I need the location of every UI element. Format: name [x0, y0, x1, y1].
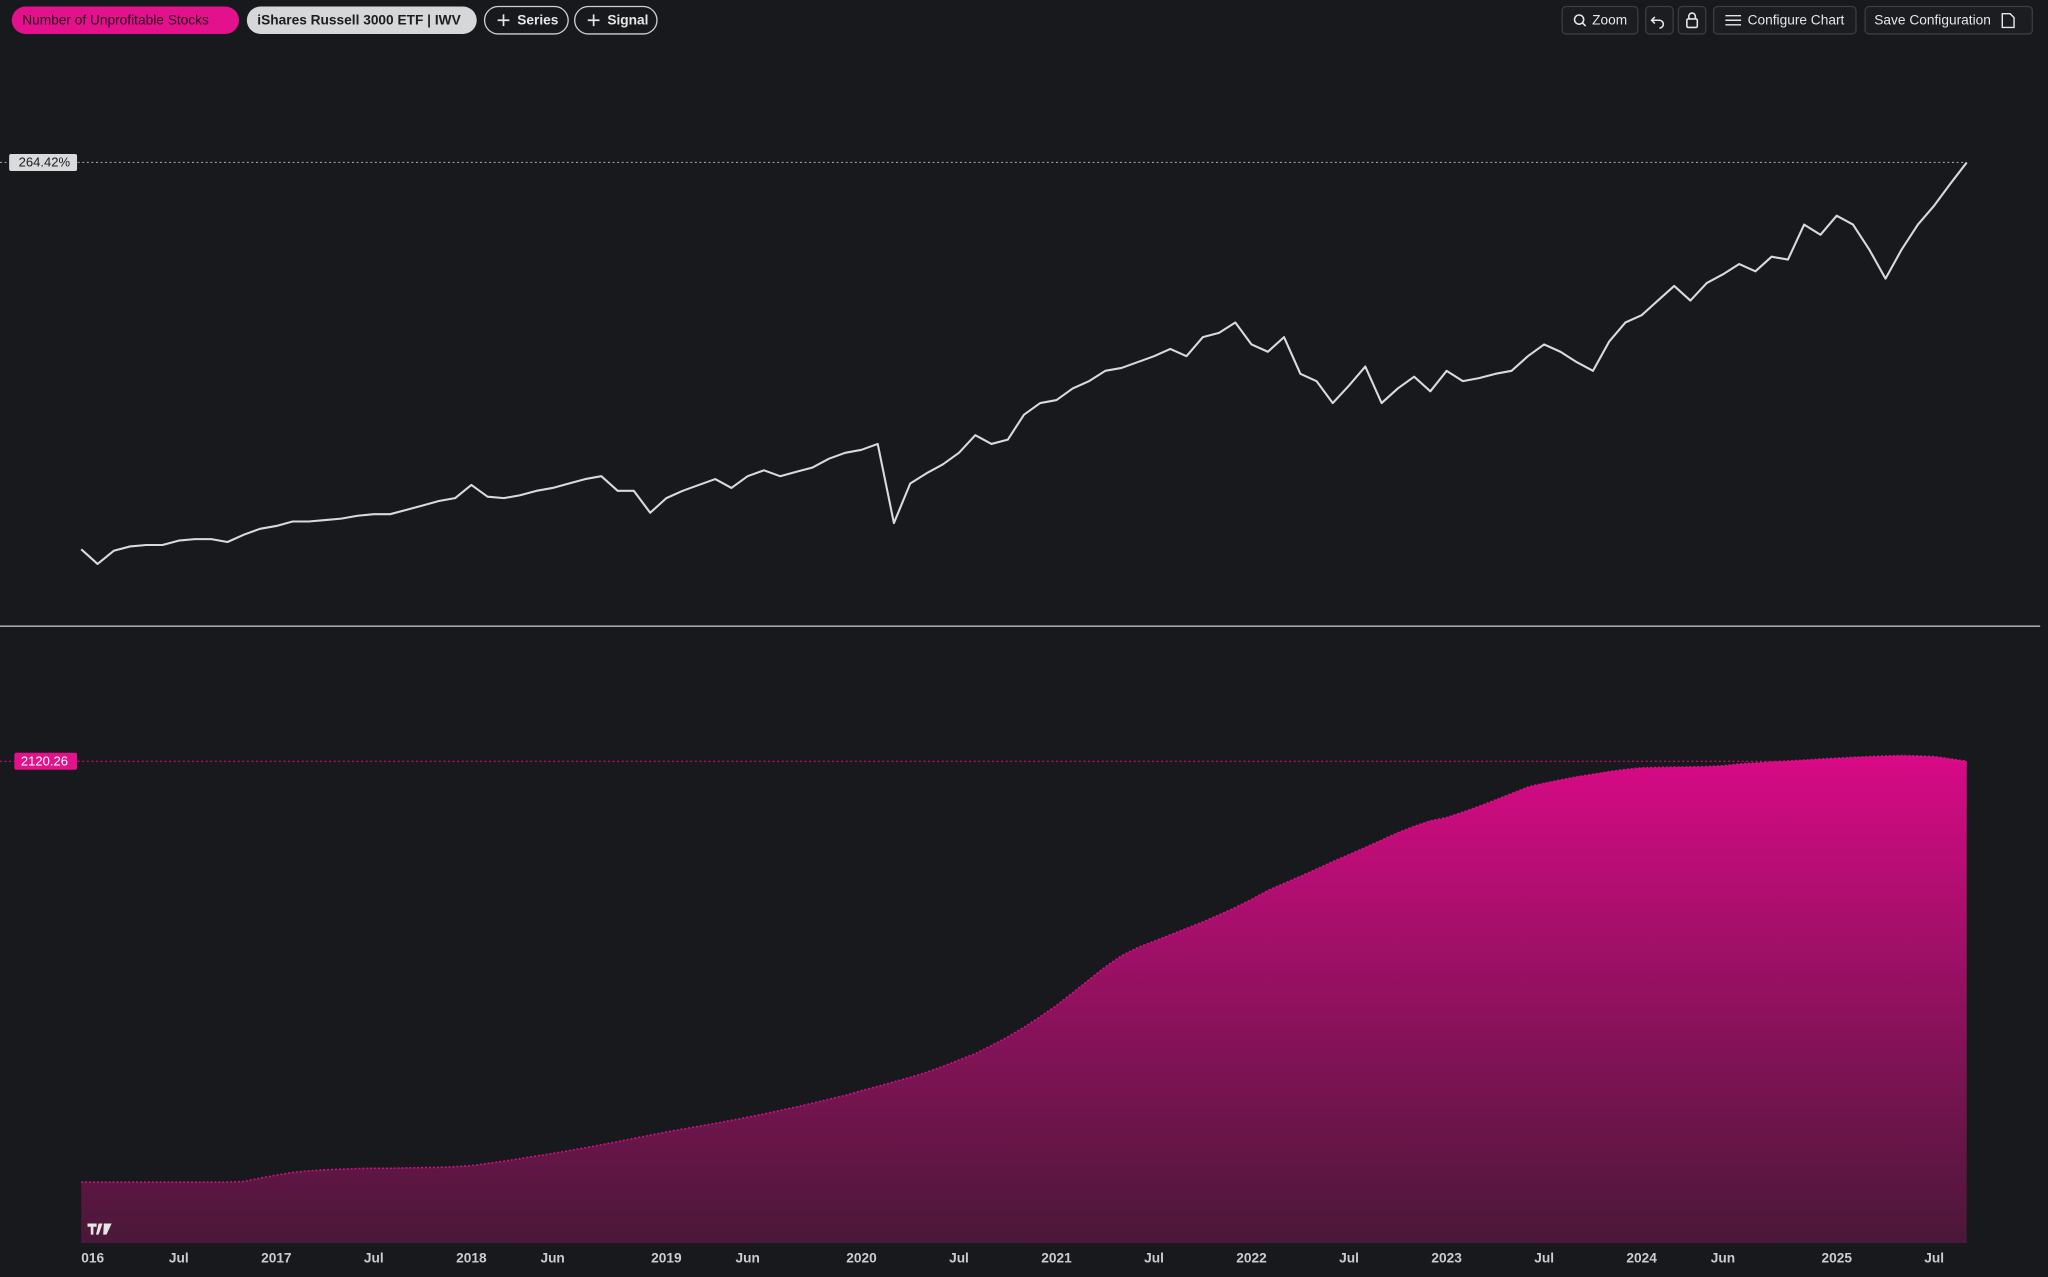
area-edge [81, 754, 1967, 1183]
x-tick-label: 2020 [846, 1250, 877, 1265]
zoom-button[interactable] [1561, 5, 1639, 35]
x-tick-label: 2022 [1236, 1250, 1267, 1265]
last-value-label: 264.42% [19, 155, 71, 170]
x-tick-label: 016 [81, 1250, 104, 1265]
series-pill-label: iShares Russell 3000 ETF | IWV [257, 13, 461, 28]
x-tick-label: Jul [364, 1250, 384, 1265]
plots [0, 161, 1968, 1244]
undo-icon [1650, 16, 1665, 29]
zoom-icon [1573, 14, 1585, 25]
x-tick-label: Jul [169, 1250, 189, 1265]
plus-icon [497, 14, 510, 27]
labels: 264.42% 2120.26 016 Jul 2017 Jul 2018 Jun 2019 Ju… [9, 153, 1944, 1265]
sliders-icon [1725, 14, 1742, 26]
lock-icon [1688, 12, 1697, 19]
x-tick-label: Jun [1711, 1250, 1735, 1265]
x-tick-label: Jul [949, 1250, 969, 1265]
toolbar: Number of Unprofitable Stocks iShares Ru… [11, 5, 2033, 35]
x-tick-label: Jun [540, 1250, 564, 1265]
series-pill-label: Number of Unprofitable Stocks [22, 13, 209, 28]
x-tick-label: Jul [1339, 1250, 1359, 1265]
zoom-icon [1581, 22, 1587, 27]
line [80, 161, 1968, 565]
save-icon [2001, 12, 2015, 29]
last-value-badge [14, 752, 78, 770]
x-tick-label: 2019 [651, 1250, 682, 1265]
plus-icon [587, 14, 600, 27]
x-tick-label: 2017 [261, 1250, 292, 1265]
add-signal-button[interactable] [574, 5, 658, 35]
x-tick-label: 2018 [456, 1250, 487, 1265]
x-tick-label: Jul [1144, 1250, 1164, 1265]
area [81, 755, 1967, 1244]
lock-icon [1686, 18, 1699, 29]
button-label: Configure Chart [1748, 13, 1845, 28]
x-tick-label: Jul [1534, 1250, 1554, 1265]
tradingview-logo [87, 1223, 112, 1235]
add-series-button[interactable] [483, 5, 569, 35]
series-pill[interactable] [246, 6, 477, 34]
logo-shape [87, 1223, 112, 1235]
button-label: Zoom [1592, 13, 1627, 28]
save-button[interactable] [1864, 5, 2033, 35]
x-tick-label: Jul [1924, 1250, 1944, 1265]
x-tick-label: 2025 [1821, 1250, 1852, 1265]
x-tick-label: 2021 [1041, 1250, 1072, 1265]
last-value-label: 2120.26 [21, 753, 68, 768]
lock-button[interactable] [1677, 5, 1707, 35]
last-value-badge [9, 153, 78, 171]
series-pill[interactable] [11, 6, 240, 34]
configure-button[interactable] [1712, 5, 1857, 35]
x-tick-label: 2024 [1626, 1250, 1657, 1265]
button-label: Signal [607, 13, 648, 28]
button-label: Series [517, 13, 559, 28]
button-label: Save Configuration [1874, 13, 1991, 28]
x-tick-label: Jun [735, 1250, 759, 1265]
x-tick-label: 2023 [1431, 1250, 1462, 1265]
